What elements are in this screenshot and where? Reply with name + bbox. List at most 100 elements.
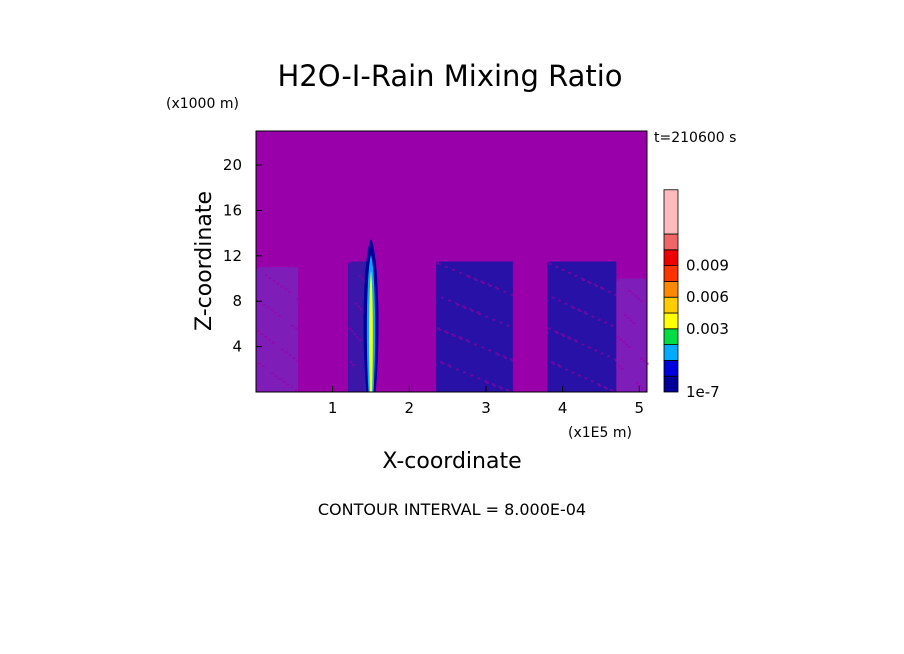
- region-speckle: [288, 354, 292, 357]
- region-speckle: [642, 360, 646, 363]
- region-speckle: [640, 357, 644, 360]
- region-speckle: [256, 267, 259, 270]
- region-speckle: [587, 346, 591, 349]
- region-speckle: [557, 364, 561, 367]
- region-speckle: [641, 386, 645, 389]
- region-speckle: [444, 265, 448, 268]
- region-speckle: [583, 311, 587, 314]
- region-speckle: [629, 319, 633, 322]
- region-speckle: [445, 331, 449, 334]
- region-speckle: [270, 309, 274, 312]
- region-speckle: [256, 330, 260, 333]
- region-speckle: [564, 302, 568, 305]
- region-speckle: [447, 364, 451, 367]
- region-speckle: [581, 343, 585, 346]
- region-speckle: [588, 282, 592, 285]
- colorbar-segment: [663, 375, 679, 393]
- region-speckle: [572, 306, 576, 309]
- plume-level-2: [369, 270, 373, 392]
- region-speckle: [550, 361, 554, 364]
- region-speckle: [609, 389, 613, 392]
- region-speckle: [488, 349, 492, 352]
- region-speckle: [438, 328, 442, 331]
- region-speckle: [607, 290, 611, 293]
- region-speckle: [284, 351, 288, 354]
- region-speckle: [625, 343, 629, 346]
- region-speckle: [498, 386, 502, 389]
- region-speckle: [451, 268, 455, 271]
- region-speckle: [577, 308, 581, 311]
- colorbar-segment: [663, 296, 679, 314]
- colorbar: 1e-7 0.003 0.006 0.009: [663, 189, 729, 401]
- region-speckle: [499, 321, 503, 324]
- region-speckle: [500, 387, 504, 390]
- region-fill: [616, 278, 647, 392]
- region-speckle: [623, 314, 627, 317]
- y-tick-label: 20: [223, 156, 242, 174]
- region-speckle: [493, 384, 497, 387]
- region-speckle: [444, 330, 448, 333]
- region-speckle: [455, 368, 459, 371]
- region-speckle: [584, 377, 588, 380]
- colorbar-segment: [663, 233, 679, 251]
- x-tick-label: 1: [328, 399, 338, 417]
- region-speckle: [495, 352, 499, 355]
- region-speckle: [470, 374, 474, 377]
- region-fill: [547, 261, 617, 392]
- colorbar-label: 1e-7: [686, 383, 720, 401]
- region-speckle: [601, 287, 605, 290]
- region-speckle: [494, 286, 498, 289]
- region-speckle: [284, 288, 288, 291]
- region-speckle: [264, 335, 268, 338]
- region-speckle: [462, 305, 466, 308]
- region-speckle: [580, 277, 584, 280]
- region-speckle: [278, 377, 282, 380]
- y-tick-label: 16: [223, 201, 242, 219]
- region-speckle: [558, 365, 562, 368]
- region-speckle: [505, 389, 509, 392]
- region-speckle: [451, 333, 455, 336]
- region-speckle: [560, 333, 564, 336]
- region-speckle: [290, 386, 294, 389]
- region-speckle: [565, 368, 569, 371]
- colorbar-segment: [663, 265, 679, 282]
- region-speckle: [613, 358, 617, 361]
- region-speckle: [503, 290, 507, 293]
- region-speckle: [573, 339, 577, 342]
- region-speckle: [440, 296, 444, 299]
- region-low-weak-band: [256, 267, 300, 392]
- region-speckle: [635, 381, 639, 384]
- region-speckle: [603, 386, 607, 389]
- region-speckle: [597, 383, 601, 386]
- region-speckle: [491, 383, 495, 386]
- y-tick-label: 4: [232, 338, 242, 356]
- chart-title: H2O-I-Rain Mixing Ratio: [277, 59, 622, 93]
- region-speckle: [610, 324, 614, 327]
- colorbar-segment: [663, 189, 679, 235]
- region-speckle: [506, 324, 510, 327]
- rain-plume: [363, 238, 379, 392]
- region-speckle: [274, 312, 278, 315]
- region-speckle: [593, 283, 597, 286]
- region-speckle: [551, 296, 555, 299]
- y-axis-label: Z-coordinate: [192, 191, 217, 331]
- region-speckle: [487, 283, 491, 286]
- colorbar-label: 0.003: [686, 320, 729, 338]
- region-speckle: [504, 356, 508, 359]
- region-speckle: [294, 327, 298, 330]
- region-speckle: [510, 293, 514, 296]
- region-speckle: [350, 330, 354, 333]
- region-speckle: [282, 380, 286, 383]
- region-speckle: [509, 358, 513, 361]
- region-speckle: [436, 261, 440, 264]
- x-units-label: (x1E5 m): [568, 425, 632, 441]
- region-speckle: [570, 305, 574, 308]
- region-speckle: [478, 312, 482, 315]
- y-tick-label: 8: [232, 292, 242, 310]
- region-speckle: [619, 338, 623, 341]
- region-speckle: [555, 331, 559, 334]
- region-speckle: [599, 286, 603, 289]
- region-speckle: [452, 334, 456, 337]
- region-speckle: [286, 383, 290, 386]
